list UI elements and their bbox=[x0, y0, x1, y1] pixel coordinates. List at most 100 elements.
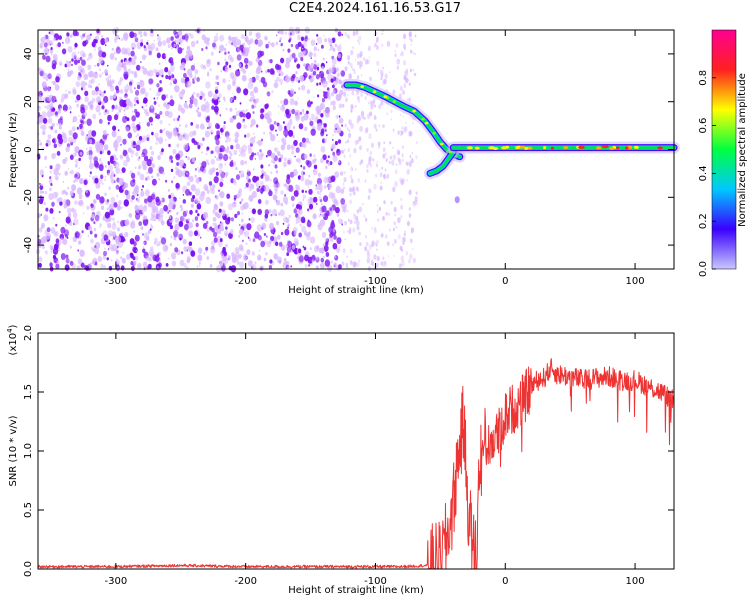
noise-dot bbox=[393, 206, 397, 213]
noise-dot bbox=[134, 71, 137, 75]
noise-dot bbox=[298, 255, 304, 263]
noise-dot bbox=[233, 95, 237, 100]
noise-dot bbox=[400, 263, 402, 266]
noise-dot bbox=[139, 65, 142, 69]
noise-dot bbox=[94, 64, 96, 68]
noise-dot bbox=[407, 98, 410, 102]
noise-dot bbox=[140, 61, 142, 63]
noise-dot bbox=[385, 211, 388, 216]
noise-dot bbox=[260, 76, 266, 84]
noise-dot bbox=[253, 99, 258, 105]
noise-dot bbox=[408, 161, 412, 167]
noise-dot bbox=[193, 63, 196, 66]
noise-dot bbox=[74, 42, 78, 48]
noise-dot bbox=[401, 153, 404, 157]
noise-dot bbox=[259, 149, 262, 153]
noise-dot bbox=[323, 245, 329, 252]
noise-dot bbox=[241, 218, 244, 223]
noise-dot bbox=[366, 252, 371, 258]
noise-dot bbox=[168, 123, 170, 126]
noise-dot bbox=[366, 163, 369, 169]
noise-dot bbox=[40, 125, 43, 129]
noise-dot bbox=[213, 176, 219, 184]
noise-dot bbox=[269, 59, 273, 64]
noise-dot bbox=[182, 48, 184, 51]
noise-dot bbox=[241, 34, 245, 40]
noise-dot bbox=[41, 222, 45, 228]
noise-dot bbox=[321, 66, 324, 70]
snr-line bbox=[37, 358, 675, 569]
noise-dot bbox=[275, 214, 277, 216]
noise-dot bbox=[301, 137, 306, 143]
noise-dot bbox=[365, 234, 367, 239]
noise-dot bbox=[190, 203, 194, 208]
noise-dot bbox=[159, 80, 162, 84]
noise-dot bbox=[379, 185, 383, 191]
x-tick-label: -200 bbox=[234, 276, 257, 287]
noise-dot bbox=[39, 70, 44, 77]
noise-dot bbox=[282, 121, 285, 124]
noise-dot bbox=[80, 107, 86, 114]
noise-dot bbox=[99, 223, 102, 227]
noise-dot bbox=[83, 179, 88, 185]
noise-dot bbox=[184, 165, 186, 168]
noise-dot bbox=[337, 53, 341, 59]
noise-dot bbox=[71, 63, 73, 67]
noise-dot bbox=[299, 75, 305, 82]
noise-dot bbox=[124, 231, 129, 238]
noise-dot bbox=[168, 209, 171, 213]
carrier-hotspot bbox=[550, 146, 555, 150]
noise-dot bbox=[39, 169, 44, 176]
noise-dot bbox=[69, 190, 74, 197]
noise-dot bbox=[49, 187, 52, 191]
noise-dot bbox=[350, 166, 353, 172]
noise-dot bbox=[259, 265, 264, 272]
noise-dot bbox=[141, 106, 144, 109]
noise-dot bbox=[104, 178, 106, 182]
noise-dot bbox=[195, 177, 200, 184]
noise-dot bbox=[49, 48, 54, 54]
colorbar-tick-label: 0.0 bbox=[698, 261, 709, 277]
noise-dot bbox=[284, 31, 287, 35]
noise-dot bbox=[250, 124, 253, 128]
noise-dot bbox=[250, 118, 256, 126]
noise-dot bbox=[112, 244, 118, 252]
x-tick-label: 0 bbox=[502, 576, 508, 587]
noise-dot bbox=[58, 125, 62, 130]
noise-dot bbox=[50, 47, 53, 50]
noise-dot bbox=[48, 178, 53, 184]
noise-dot bbox=[413, 73, 416, 77]
noise-dot bbox=[352, 213, 355, 216]
noise-dot bbox=[258, 154, 263, 161]
noise-dot bbox=[138, 221, 142, 227]
noise-dot bbox=[76, 99, 79, 103]
noise-dot bbox=[136, 84, 141, 90]
noise-dot bbox=[169, 159, 172, 163]
noise-dot bbox=[52, 216, 55, 220]
noise-dot bbox=[248, 31, 253, 36]
noise-dot bbox=[171, 47, 173, 50]
noise-dot bbox=[309, 78, 313, 83]
noise-dot bbox=[109, 95, 114, 101]
carrier-hotspot bbox=[625, 146, 629, 150]
noise-dot bbox=[52, 247, 59, 255]
noise-dot bbox=[323, 185, 327, 189]
noise-dot bbox=[405, 69, 409, 74]
noise-dot bbox=[87, 235, 90, 237]
noise-dot bbox=[332, 151, 336, 156]
noise-dot bbox=[338, 218, 343, 225]
noise-dot bbox=[385, 158, 388, 163]
noise-dot bbox=[397, 217, 401, 224]
noise-dot bbox=[377, 141, 381, 147]
noise-dot bbox=[276, 76, 280, 82]
noise-dot bbox=[303, 153, 308, 160]
noise-dot bbox=[195, 123, 200, 129]
noise-dot bbox=[248, 98, 251, 102]
noise-dot bbox=[274, 164, 278, 169]
noise-dot bbox=[102, 215, 106, 221]
noise-dot bbox=[302, 219, 306, 224]
noise-dot bbox=[169, 82, 172, 86]
noise-dot bbox=[312, 154, 316, 158]
noise-dot bbox=[233, 181, 237, 186]
noise-dot bbox=[127, 132, 133, 139]
